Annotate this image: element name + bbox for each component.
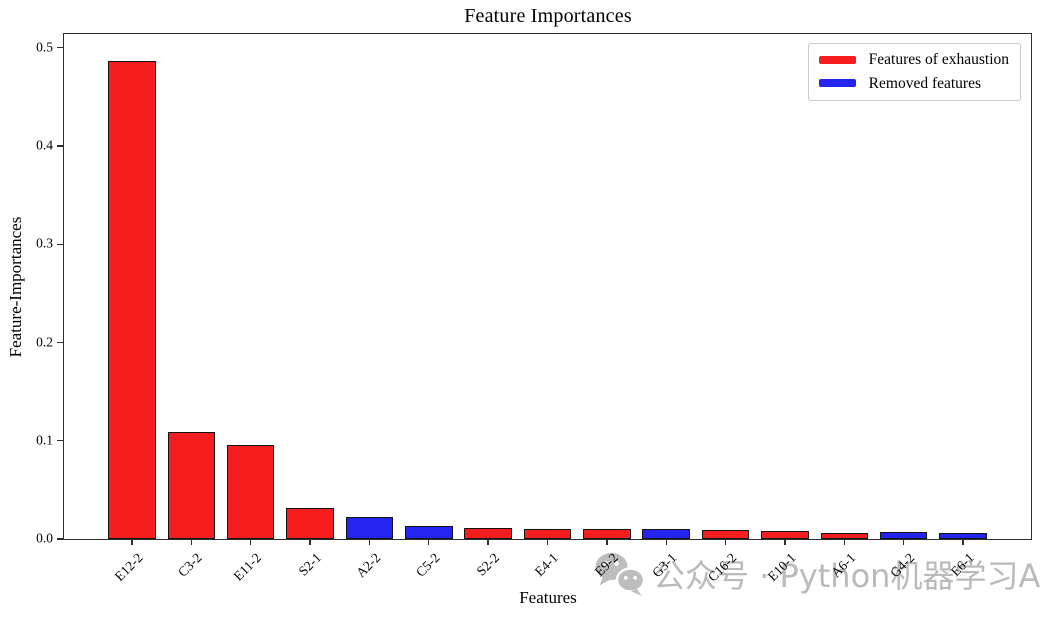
- x-tick-label-E4-1: E4-1: [531, 550, 562, 580]
- bar-E9-2: [583, 529, 631, 539]
- bar-C3-2: [167, 431, 216, 539]
- x-tick: [843, 539, 845, 545]
- bar-E4-1: [523, 529, 572, 539]
- wechat-icon: [595, 553, 646, 596]
- x-tick: [309, 539, 311, 545]
- chart-title: Feature Importances: [464, 5, 632, 27]
- x-tick: [250, 539, 252, 545]
- y-tick-label-0.3: 0.3: [36, 235, 53, 251]
- y-tick-label-0.4: 0.4: [36, 137, 53, 153]
- x-tick: [665, 539, 667, 545]
- x-tick: [606, 539, 608, 545]
- x-tick-label-S2-1: S2-1: [295, 550, 324, 579]
- y-tick: [56, 47, 63, 49]
- x-tick-label-S2-2: S2-2: [473, 550, 502, 579]
- legend-item-removed: Removed features: [818, 74, 1009, 92]
- x-axis-label: Features: [519, 588, 577, 607]
- x-tick-label-A2-2: A2-2: [352, 550, 384, 581]
- legend: Features of exhaustion Removed features: [807, 43, 1021, 101]
- x-tick: [190, 539, 193, 545]
- bar-E12-2: [108, 60, 156, 539]
- x-tick: [546, 539, 549, 545]
- x-tick: [428, 539, 430, 545]
- watermark: 公众号 · Python机器学习AI: [594, 551, 1042, 597]
- x-tick: [131, 539, 133, 545]
- legend-label-exhaustion: Features of exhaustion: [868, 51, 1009, 68]
- bar-E6-1: [939, 533, 987, 539]
- bar-G3-1: [642, 529, 690, 539]
- x-tick-label-E12-2: E12-2: [111, 550, 146, 584]
- bar-E11-2: [226, 444, 275, 539]
- y-tick-label-0.5: 0.5: [36, 39, 53, 55]
- legend-swatch-red: [818, 55, 856, 64]
- y-tick: [56, 538, 63, 540]
- y-tick: [56, 440, 63, 442]
- x-tick-label-C5-2: C5-2: [412, 550, 443, 580]
- legend-label-removed: Removed features: [868, 74, 982, 92]
- x-tick-label-C3-2: C3-2: [175, 550, 205, 580]
- y-tick-label-0.2: 0.2: [36, 334, 53, 350]
- bar-G4-2: [879, 532, 928, 539]
- y-tick: [56, 243, 63, 245]
- y-axis-label: Feature-Importances: [6, 216, 25, 358]
- bar-A6-1: [820, 533, 869, 539]
- y-tick: [56, 341, 63, 344]
- x-tick: [784, 539, 786, 545]
- x-tick: [368, 539, 371, 545]
- bar-S2-1: [286, 507, 334, 539]
- watermark-text: 公众号 · Python机器学习AI: [653, 557, 1042, 595]
- x-tick: [724, 539, 727, 545]
- x-tick: [902, 539, 905, 545]
- x-tick: [962, 539, 964, 545]
- x-tick-label-E11-2: E11-2: [230, 550, 265, 584]
- plot-area: Features of exhaustion Removed features …: [36, 33, 1032, 584]
- legend-item-exhaustion: Features of exhaustion: [818, 51, 1009, 68]
- y-tick: [56, 145, 63, 147]
- legend-swatch-blue: [818, 79, 856, 88]
- bar-E10-1: [761, 531, 809, 539]
- y-tick-label-0.1: 0.1: [36, 432, 53, 448]
- y-tick-label-0.0: 0.0: [36, 530, 53, 546]
- bar-C16-2: [701, 530, 750, 539]
- x-tick: [487, 539, 489, 545]
- bar-S2-2: [464, 528, 512, 539]
- bar-A2-2: [345, 517, 394, 539]
- bar-C5-2: [405, 526, 453, 539]
